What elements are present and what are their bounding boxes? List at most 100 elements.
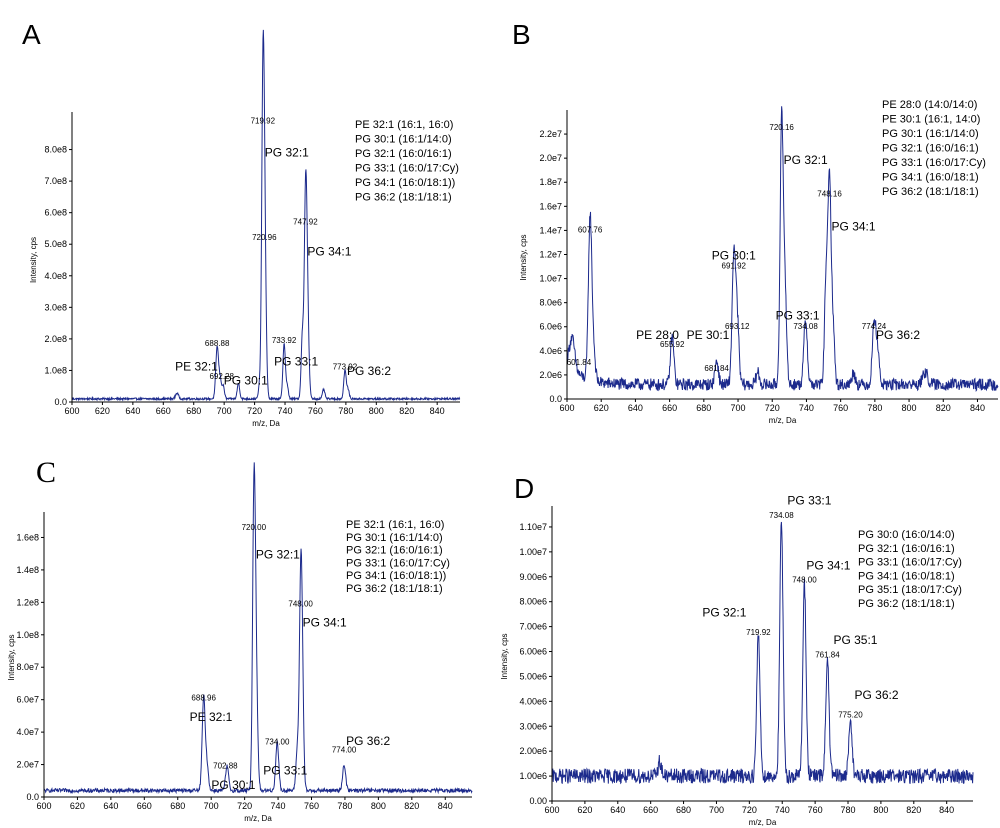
- y-tick-label: 1.2e7: [539, 249, 562, 259]
- panel-b: B 600 620 640 660 680 700 720 740 760 780 800 820 840…: [512, 19, 999, 425]
- legend-entry: PG 34:1 (16:0/18:1)): [346, 570, 446, 582]
- legend-entry: PG 33:1 (16:0/17:Cy): [858, 557, 962, 569]
- x-tick-label: 740: [271, 801, 286, 811]
- y-tick-label: 3.00e6: [519, 721, 547, 731]
- peak-mz-label: 720.00: [242, 523, 267, 532]
- legend-entry: PG 34:1 (16:0/18:1): [882, 172, 979, 184]
- panel-letter: A: [22, 19, 41, 50]
- peak-lipid-label: PG 32:1: [256, 548, 300, 562]
- spectrum-trace: [71, 29, 461, 402]
- x-tick-label: 620: [594, 403, 609, 413]
- y-axis-label: Intensity, cps: [29, 237, 38, 283]
- panel-letter: B: [512, 19, 531, 50]
- x-tick-label: 800: [873, 805, 888, 815]
- legend-entry: PG 33:1 (16:0/17:Cy): [346, 557, 450, 569]
- legend-entry: PE 30:1 (16:1, 14:0): [882, 114, 980, 126]
- x-tick-label: 700: [731, 403, 746, 413]
- y-tick-label: 8.0e8: [44, 145, 67, 155]
- x-tick-label: 700: [217, 406, 232, 416]
- y-tick-label: 1.00e6: [519, 771, 547, 781]
- legend: PG 30:0 (16:0/14:0) PG 32:1 (16:0/16:1) PG…: [858, 529, 962, 610]
- peak-mz-label: 775.20: [838, 710, 863, 719]
- y-tick-label: 4.0e7: [16, 727, 39, 737]
- x-tick-label: 600: [559, 403, 574, 413]
- peak-mz-label: 774.00: [332, 745, 357, 754]
- y-tick-label: 1.4e7: [539, 225, 562, 235]
- peak-lipid-label: PE 30:1: [687, 328, 730, 342]
- x-tick-label: 720: [742, 805, 757, 815]
- x-tick-label: 840: [970, 403, 985, 413]
- legend-entry: PG 30:1 (16:1/14:0): [882, 128, 979, 140]
- peak-mz-label: 688.88: [205, 339, 230, 348]
- x-tick-label: 680: [676, 805, 691, 815]
- y-tick-label: 2.0e8: [44, 334, 67, 344]
- legend-entry: PG 32:1 (16:0/16:1): [882, 143, 979, 155]
- y-tick-label: 6.00e6: [519, 647, 547, 657]
- y-tick-label: 2.00e6: [519, 746, 547, 756]
- x-tick-label: 620: [577, 805, 592, 815]
- x-tick-label: 600: [64, 406, 79, 416]
- x-tick-label: 780: [338, 406, 353, 416]
- y-tick-label: 7.0e8: [44, 176, 67, 186]
- peak-mz-label: 681.84: [704, 364, 729, 373]
- x-tick-label: 760: [833, 403, 848, 413]
- x-tick-label: 820: [906, 805, 921, 815]
- y-tick-label: 8.0e6: [539, 298, 562, 308]
- peak-lipid-label: PG 33:1: [787, 494, 831, 508]
- peak-lipid-label: PG 30:1: [224, 374, 268, 388]
- legend-entry: PE 32:1 (16:1, 16:0): [355, 119, 453, 131]
- x-tick-label: 800: [369, 406, 384, 416]
- x-axis-label: m/z, Da: [252, 419, 280, 428]
- peak-lipid-label: PG 34:1: [806, 558, 850, 572]
- y-tick-label: 6.0e8: [44, 208, 67, 218]
- x-tick-label: 640: [103, 801, 118, 811]
- x-tick-label: 740: [278, 406, 293, 416]
- y-tick-label: 2.0e7: [539, 153, 562, 163]
- x-tick-label: 640: [610, 805, 625, 815]
- y-tick-label: 8.0e7: [16, 662, 39, 672]
- x-tick-label: 820: [399, 406, 414, 416]
- legend-entry: PG 36:2 (18:1/18:1): [882, 186, 979, 198]
- x-tick-label: 780: [867, 403, 882, 413]
- y-tick-label: 1.6e8: [16, 532, 39, 542]
- x-tick-label: 800: [902, 403, 917, 413]
- peak-lipid-label: PG 36:2: [346, 734, 390, 748]
- legend-entry: PE 32:1 (16:1, 16:0): [346, 519, 444, 531]
- peak-lipid-label: PG 33:1: [776, 309, 820, 323]
- panel-letter: C: [36, 456, 56, 489]
- x-tick-label: 660: [643, 805, 658, 815]
- peak-mz-label: 601.84: [567, 358, 592, 367]
- x-tick-label: 780: [841, 805, 856, 815]
- y-tick-label: 8.00e6: [519, 597, 547, 607]
- peak-mz-label: 734.08: [769, 511, 794, 520]
- peak-lipid-label: PG 33:1: [263, 763, 307, 777]
- spectrum-trace: [551, 521, 974, 785]
- peak-mz-label: 719.92: [251, 116, 276, 125]
- peak-lipid-label: PG 30:1: [712, 248, 756, 262]
- y-tick-label: 5.0e8: [44, 239, 67, 249]
- y-tick-label: 6.0e7: [16, 695, 39, 705]
- legend-entry: PG 30:0 (16:0/14:0): [858, 529, 955, 541]
- x-tick-label: 680: [170, 801, 185, 811]
- y-tick-label: 1.6e7: [539, 201, 562, 211]
- peak-mz-label: 607.76: [578, 225, 603, 234]
- peak-mz-label: 747.92: [293, 217, 318, 226]
- y-tick-label: 0.0: [26, 792, 39, 802]
- x-tick-label: 760: [808, 805, 823, 815]
- legend-entry: PG 36:2 (18:1/18:1): [346, 583, 443, 595]
- legend-entry: PG 32:1 (16:0/16:1): [858, 543, 955, 555]
- y-tick-label: 1.10e7: [519, 522, 547, 532]
- peak-lipid-label: PG 33:1: [274, 355, 318, 369]
- y-tick-label: 2.2e7: [539, 129, 562, 139]
- y-tick-label: 7.00e6: [519, 622, 547, 632]
- spectrum-trace: [43, 462, 473, 795]
- y-tick-label: 4.00e6: [519, 696, 547, 706]
- y-tick-label: 5.00e6: [519, 671, 547, 681]
- peak-lipid-label: PE 28:0: [636, 328, 679, 342]
- legend-entry: PG 32:1 (16:0/16:1): [346, 545, 443, 557]
- x-tick-label: 600: [36, 801, 51, 811]
- x-tick-label: 640: [628, 403, 643, 413]
- peak-mz-label: 734.00: [265, 737, 290, 746]
- x-tick-label: 720: [237, 801, 252, 811]
